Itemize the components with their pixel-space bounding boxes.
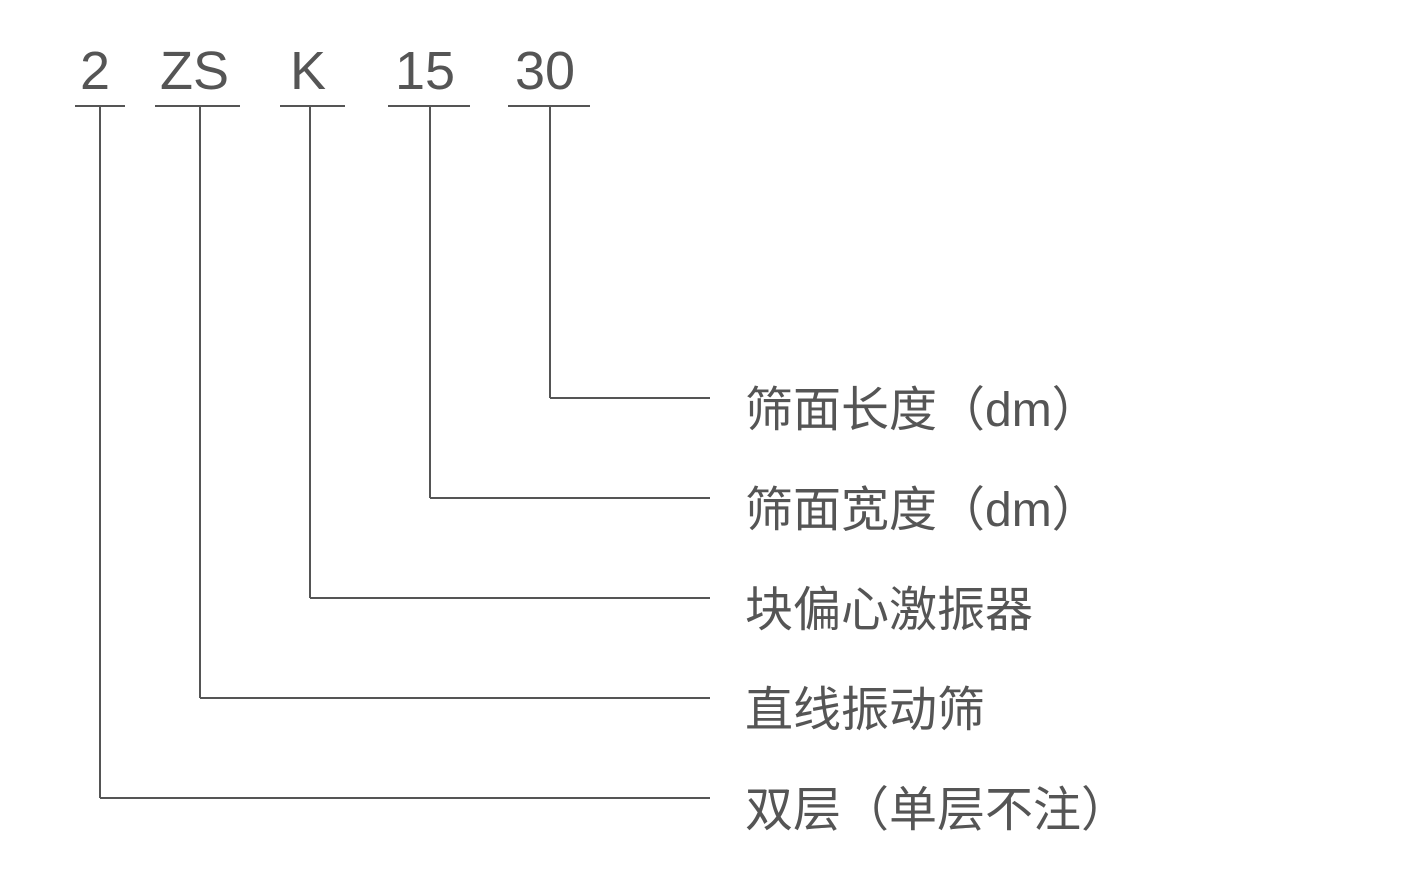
model-code-diagram: 2 ZS K 15 30 筛面长度（dm） 筛面宽度（dm） 块偏心激振器 直线… — [0, 0, 1417, 885]
connector-lines — [0, 0, 1417, 885]
